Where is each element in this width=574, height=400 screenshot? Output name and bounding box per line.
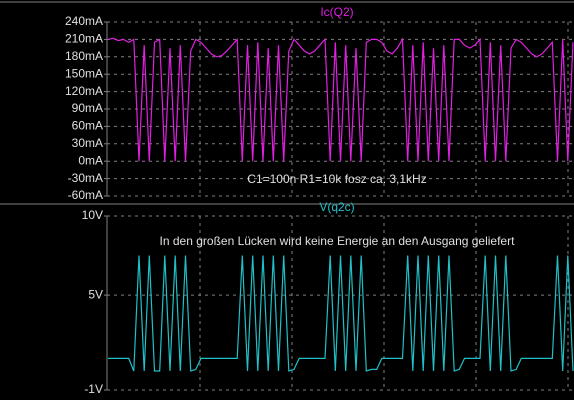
y-tick-label: 0mA [78,153,103,167]
y-tick-label: 240mA [65,14,103,28]
y-tick-label: 120mA [65,84,103,98]
y-tick-label: 30mA [72,136,103,150]
waveform [107,37,574,162]
y-tick-label: 5V [88,287,103,301]
annotation: In den großen Lücken wird keine Energie … [160,234,516,248]
y-tick-label: 150mA [65,66,103,80]
pane-title: Ic(Q2) [320,5,353,19]
y-tick-label: 210mA [65,32,103,46]
y-tick-label: 90mA [72,101,103,115]
y-tick-label: -60mA [68,188,103,202]
y-tick-label: -1V [84,382,103,396]
waveform [108,255,574,372]
y-tick-label: 60mA [72,119,103,133]
y-tick-label: 10V [82,208,103,222]
y-tick-label: 180mA [65,49,103,63]
y-tick-label: -30mA [68,171,103,185]
pane-title: V(q2c) [319,200,354,214]
annotation: C1=100n R1=10k fosz ca. 3,1kHz [247,172,426,186]
